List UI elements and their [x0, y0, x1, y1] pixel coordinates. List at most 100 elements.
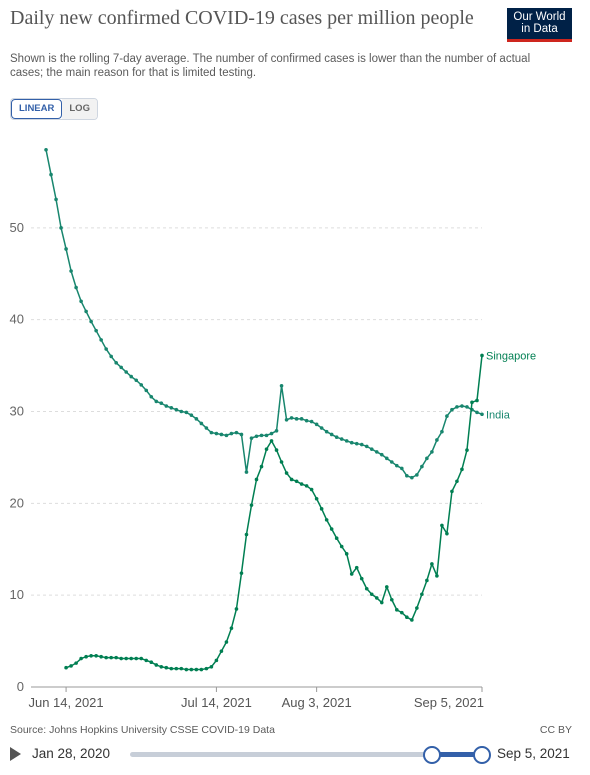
india-point — [244, 470, 249, 474]
singapore-series-label: Singapore — [486, 350, 536, 362]
india-point — [154, 399, 159, 404]
india-point — [289, 416, 294, 420]
india-point — [425, 456, 429, 461]
singapore-point — [169, 666, 174, 671]
india-point — [79, 299, 83, 304]
owid-logo[interactable]: Our World in Data — [507, 8, 572, 42]
singapore-point — [435, 574, 439, 578]
singapore-point — [390, 597, 394, 602]
timeline-track[interactable] — [130, 752, 482, 757]
singapore-point — [450, 489, 454, 494]
india-point — [64, 247, 68, 251]
singapore-point — [384, 585, 389, 589]
singapore-point — [410, 618, 414, 622]
singapore-point — [354, 565, 359, 570]
x-axis: Jun 14, 2021 Jul 14, 2021 Aug 3, 2021 Sep 5… — [28, 686, 484, 710]
scale-toggle[interactable]: LINEAR LOG — [10, 98, 98, 120]
india-point — [415, 473, 419, 477]
singapore-point — [184, 667, 189, 672]
india-point — [369, 447, 374, 451]
singapore-point — [194, 667, 199, 672]
chart-subtitle: Shown is the rolling 7-day average. The … — [10, 53, 531, 79]
india-point — [390, 460, 394, 464]
linear-scale-button[interactable]: LINEAR — [11, 99, 63, 119]
singapore-point — [369, 592, 374, 597]
india-point — [74, 285, 78, 290]
singapore-point — [445, 531, 449, 536]
timeline-selected-range — [431, 752, 481, 757]
singapore-point — [299, 482, 304, 486]
singapore-point — [79, 656, 83, 661]
india-point — [54, 197, 58, 202]
log-scale-button[interactable]: LOG — [62, 99, 97, 119]
india-point — [59, 226, 63, 230]
india-point — [239, 432, 244, 437]
singapore-point — [139, 656, 144, 661]
india-point — [234, 430, 239, 435]
india-point — [219, 432, 224, 437]
singapore-point — [329, 527, 334, 531]
singapore-point — [405, 615, 409, 620]
singapore-point — [109, 655, 113, 660]
india-point — [149, 395, 154, 399]
play-icon[interactable] — [10, 747, 21, 761]
singapore-point — [164, 665, 169, 670]
india-point — [179, 409, 184, 414]
india-point — [69, 269, 73, 273]
singapore-point — [465, 448, 469, 452]
singapore-point — [249, 503, 254, 507]
y-tick-label: 40 — [10, 312, 24, 327]
singapore-point — [395, 608, 399, 612]
singapore-point — [274, 448, 279, 452]
india-point — [435, 438, 439, 442]
singapore-point — [149, 660, 154, 665]
india-point — [344, 439, 349, 443]
india-point — [124, 370, 129, 374]
x-tick-label: Sep 5, 2021 — [414, 695, 484, 710]
india-point — [379, 452, 384, 457]
singapore-point — [440, 523, 444, 528]
india-point — [349, 440, 354, 445]
india-point — [209, 430, 214, 435]
india-point — [364, 444, 369, 449]
india-point — [139, 383, 144, 387]
india-point — [430, 450, 434, 454]
timeline-end-handle[interactable] — [473, 746, 491, 764]
singapore-point — [209, 664, 214, 669]
logo-line-1: Our World — [513, 11, 566, 23]
license-link[interactable]: CC BY — [539, 724, 572, 736]
timeline-end-date: Sep 5, 2021 — [497, 746, 570, 761]
india-point — [314, 422, 319, 427]
singapore-point — [344, 552, 349, 556]
timeline-start-handle[interactable] — [423, 746, 441, 764]
singapore-point — [284, 471, 289, 475]
singapore-point — [430, 562, 434, 566]
singapore-point — [174, 666, 179, 671]
india-point — [475, 410, 479, 415]
india-point — [460, 404, 464, 408]
india-point — [44, 147, 48, 152]
singapore-point — [69, 664, 73, 668]
singapore-point — [289, 477, 294, 482]
singapore-point — [319, 507, 324, 511]
series-layer — [44, 147, 484, 672]
y-tick-label: 30 — [10, 404, 24, 419]
singapore-point — [470, 400, 474, 405]
singapore-point — [460, 467, 464, 472]
india-point — [199, 421, 204, 426]
india-series-label: India — [486, 409, 511, 421]
singapore-point — [420, 592, 424, 597]
india-point — [159, 401, 164, 406]
india-point — [254, 434, 259, 439]
series-label-layer: India Singapore — [486, 350, 536, 421]
india-point — [109, 354, 113, 359]
chart-title: Daily new confirmed COVID-19 cases per m… — [10, 7, 474, 29]
singapore-point — [415, 606, 419, 610]
singapore-point — [84, 654, 88, 659]
india-point — [249, 436, 254, 440]
y-tick-label: 0 — [17, 679, 24, 694]
singapore-point — [159, 664, 164, 669]
singapore-point — [134, 656, 139, 661]
singapore-point — [364, 586, 369, 591]
timeline-start-date: Jan 28, 2020 — [32, 746, 111, 761]
